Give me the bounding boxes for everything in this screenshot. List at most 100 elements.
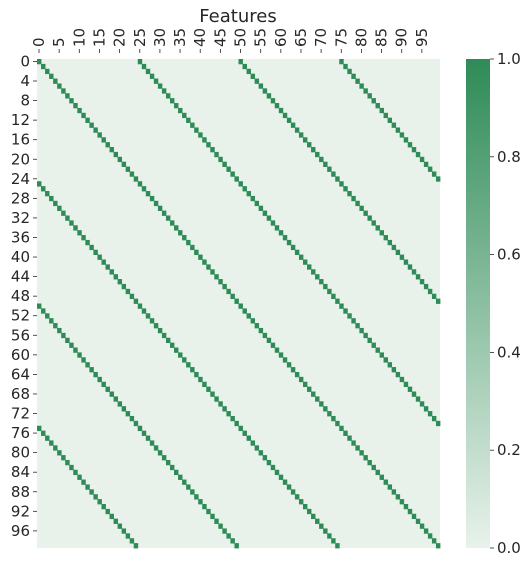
heatmap-cell <box>190 367 195 373</box>
heatmap-cell <box>363 332 368 339</box>
heatmap-cell <box>85 362 90 368</box>
heatmap-cell <box>161 455 167 461</box>
heatmap-cell <box>278 352 284 358</box>
x-tick: 50 <box>232 28 250 53</box>
heatmap-cell <box>238 425 243 432</box>
heatmap-cell <box>315 518 320 524</box>
y-tick-label: 36 <box>11 228 30 246</box>
heatmap-cell <box>109 269 114 275</box>
heatmap-cell <box>69 98 74 104</box>
heatmap-cell <box>367 459 372 466</box>
heatmap-cell <box>319 523 324 529</box>
heatmap-cell <box>355 445 360 451</box>
heatmap-cell <box>105 386 110 392</box>
heatmap-cell <box>141 63 147 70</box>
heatmap-cell <box>194 371 199 378</box>
heatmap-cell <box>411 269 417 275</box>
heatmap-cell <box>407 142 413 148</box>
heatmap-cell <box>427 533 433 539</box>
heatmap-cell <box>194 249 199 255</box>
heatmap-cell <box>319 401 324 407</box>
heatmap-cell <box>222 528 227 534</box>
heatmap-cell <box>347 435 352 441</box>
heatmap-cell <box>238 303 243 309</box>
heatmap-cell <box>113 274 118 280</box>
heatmap-cell <box>367 93 372 99</box>
x-tick-label: 75 <box>332 28 350 47</box>
heatmap-cell <box>415 274 421 280</box>
heatmap-cell <box>274 347 280 353</box>
heatmap-cell <box>274 469 280 476</box>
heatmap-cell <box>57 205 62 211</box>
heatmap-cell <box>117 523 123 529</box>
heatmap-cell <box>403 137 409 143</box>
heatmap-cell <box>246 68 251 75</box>
heatmap-cell <box>435 543 441 549</box>
x-tick: 40 <box>191 28 209 53</box>
heatmap-cell <box>399 132 405 138</box>
heatmap-cell <box>383 112 389 119</box>
heatmap-cell <box>49 318 54 324</box>
heatmap-cell <box>407 264 413 270</box>
heatmap-cell <box>427 166 433 172</box>
heatmap-cell <box>190 244 195 251</box>
heatmap-cell <box>395 249 401 255</box>
heatmap-cell <box>121 161 127 167</box>
heatmap-cell <box>145 313 151 319</box>
heatmap-cell <box>202 381 207 388</box>
heatmap-cell <box>270 464 276 471</box>
heatmap-cell <box>174 103 179 109</box>
heatmap-cell <box>214 396 219 402</box>
x-tick: 0 <box>30 37 48 53</box>
heatmap-cell <box>73 347 78 353</box>
heatmap-cell <box>423 528 429 534</box>
heatmap-cell <box>169 464 175 471</box>
heatmap-cell <box>270 220 276 226</box>
heatmap-cell <box>113 518 118 524</box>
heatmap-cell <box>85 239 90 246</box>
x-tick: 80 <box>352 28 370 53</box>
heatmap-cell <box>137 425 143 432</box>
heatmap-cell <box>311 269 316 275</box>
heatmap-cell <box>178 352 183 358</box>
heatmap-cell <box>427 411 433 417</box>
y-tick-label: 4 <box>20 72 30 90</box>
heatmap-cell <box>210 391 215 397</box>
heatmap-cell <box>53 445 58 451</box>
heatmap-cell <box>101 503 106 510</box>
heatmap-cell <box>214 274 219 280</box>
y-tick-label: 60 <box>11 346 30 364</box>
heatmap-cell <box>302 503 308 510</box>
y-tick-label: 0 <box>20 52 30 70</box>
heatmap-cell <box>149 73 155 79</box>
heatmap-cell <box>435 176 441 182</box>
heatmap-cell <box>226 411 231 417</box>
x-tick: 15 <box>90 28 108 53</box>
heatmap-cell <box>222 283 227 290</box>
heatmap-cell <box>137 59 143 65</box>
heatmap-cell <box>101 259 106 265</box>
heatmap-cell <box>335 298 340 304</box>
heatmap-cell <box>375 347 380 353</box>
y-tick-label: 92 <box>11 502 30 520</box>
heatmap-cell <box>327 166 332 172</box>
heatmap-cell <box>387 239 393 246</box>
y-tick-label: 28 <box>11 189 30 207</box>
heatmap-cell <box>399 499 405 505</box>
colorbar-tick-label: 0.6 <box>497 246 521 264</box>
heatmap-cell <box>57 450 62 456</box>
heatmap-cell <box>274 225 280 231</box>
x-tick: 30 <box>151 28 169 53</box>
x-tick: 25 <box>131 28 149 53</box>
heatmap-cell <box>423 283 429 290</box>
heatmap-cell <box>45 68 50 75</box>
heatmap-cell <box>186 239 191 246</box>
heatmap-cell <box>69 464 74 471</box>
heatmap-cell <box>105 508 110 515</box>
heatmap-cell <box>206 508 211 515</box>
heatmap-cell <box>327 288 332 295</box>
heatmap-cell <box>69 220 74 226</box>
heatmap-cell <box>371 98 376 104</box>
heatmap-cell <box>161 332 167 339</box>
heatmap-cell <box>89 367 94 373</box>
